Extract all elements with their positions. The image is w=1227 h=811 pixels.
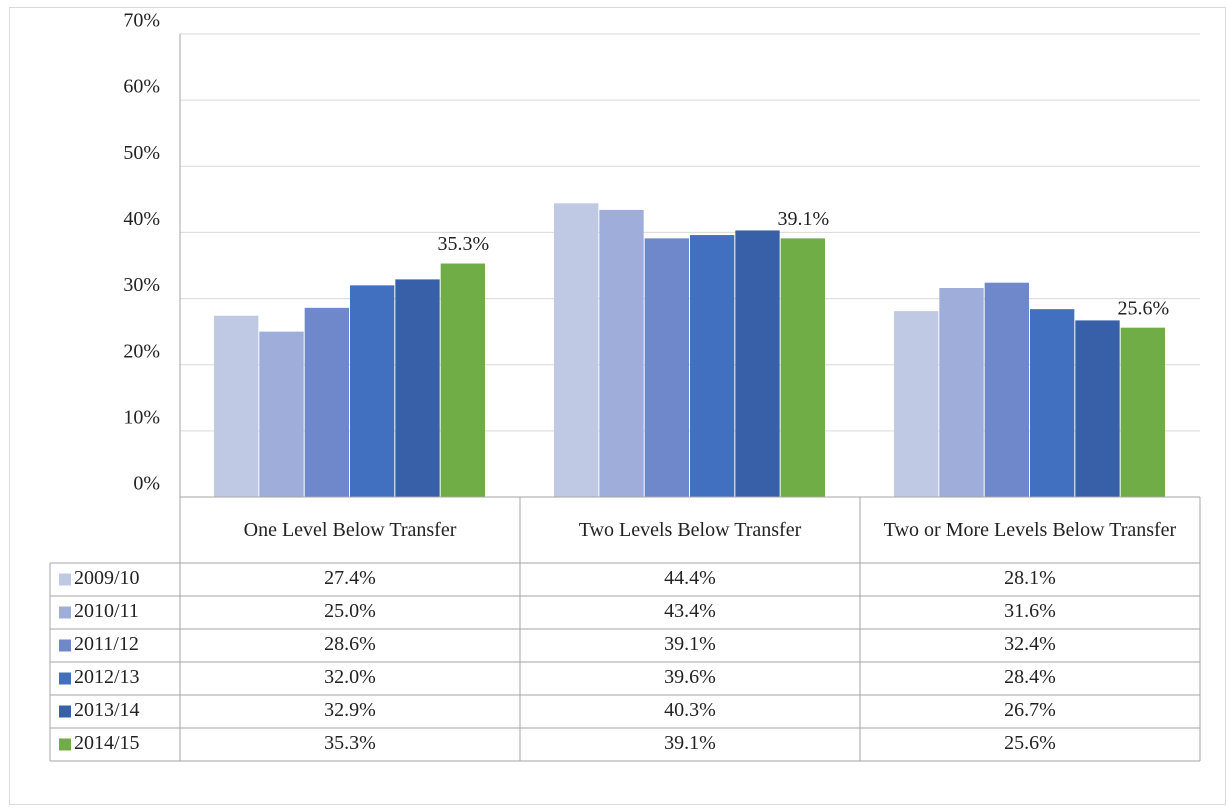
legend-label: 2009/10 (74, 567, 140, 589)
y-tick-label: 0% (133, 473, 160, 495)
chart-frame (9, 7, 1226, 805)
table-cell: 25.0% (324, 600, 376, 622)
category-label: Two or More Levels Below Transfer (883, 519, 1177, 541)
table-cell: 26.7% (1004, 699, 1056, 721)
table-cell: 25.6% (1004, 732, 1056, 754)
table-cell: 28.6% (324, 633, 376, 655)
data-label: 35.3% (437, 233, 489, 255)
legend-key (59, 573, 71, 586)
y-tick-label: 30% (123, 274, 160, 296)
table-cell: 35.3% (324, 732, 376, 754)
legend-key (59, 606, 71, 619)
bar (780, 238, 825, 498)
category-label: Two Levels Below Transfer (578, 519, 802, 541)
bar (690, 235, 735, 497)
bar (735, 230, 780, 498)
bar (259, 331, 304, 497)
table-cell: 31.6% (1004, 600, 1056, 622)
table-cell: 40.3% (664, 699, 716, 721)
bar (984, 282, 1029, 497)
legend-label: 2014/15 (74, 732, 140, 754)
y-tick-label: 10% (123, 406, 160, 428)
legend-key (59, 672, 71, 685)
bar (894, 311, 939, 497)
x-tick-label: One Level Below Transfer (243, 519, 457, 541)
legend-label: 2010/11 (74, 600, 139, 622)
table-cell: 28.4% (1004, 666, 1056, 688)
bar (554, 203, 599, 497)
legend-label: 2013/14 (74, 699, 140, 721)
legend-key (59, 639, 71, 652)
bar (1075, 320, 1120, 497)
legend-label: 2012/13 (74, 666, 140, 688)
table-cell: 27.4% (324, 567, 376, 589)
legend-label: 2011/12 (74, 633, 139, 655)
bar (304, 307, 349, 497)
bar (440, 263, 485, 497)
bar (599, 209, 644, 497)
data-label: 39.1% (777, 208, 829, 230)
bar (644, 238, 689, 498)
bar (214, 315, 259, 497)
legend-key (59, 738, 71, 751)
y-tick-label: 40% (123, 208, 160, 230)
y-tick-label: 60% (123, 76, 160, 98)
category-label: One Level Below Transfer (243, 519, 457, 541)
bar (1030, 309, 1075, 497)
table-cell: 44.4% (664, 567, 716, 589)
table-cell: 43.4% (664, 600, 716, 622)
table-cell: 39.6% (664, 666, 716, 688)
table-cell: 39.1% (664, 732, 716, 754)
y-tick-label: 50% (123, 142, 160, 164)
x-tick-label: Two or More Levels Below Transfer (883, 519, 1177, 541)
bar (350, 285, 395, 497)
y-tick-label: 20% (123, 340, 160, 362)
x-tick-label: Two Levels Below Transfer (578, 519, 802, 541)
table-cell: 32.4% (1004, 633, 1056, 655)
bar (395, 279, 440, 497)
y-tick-label: 70% (123, 10, 160, 32)
data-label: 25.6% (1117, 297, 1169, 319)
table-cell: 32.0% (324, 666, 376, 688)
bar (939, 287, 984, 497)
bar (1120, 327, 1165, 497)
legend-key (59, 705, 71, 718)
table-cell: 39.1% (664, 633, 716, 655)
table-cell: 28.1% (1004, 567, 1056, 589)
table-cell: 32.9% (324, 699, 376, 721)
